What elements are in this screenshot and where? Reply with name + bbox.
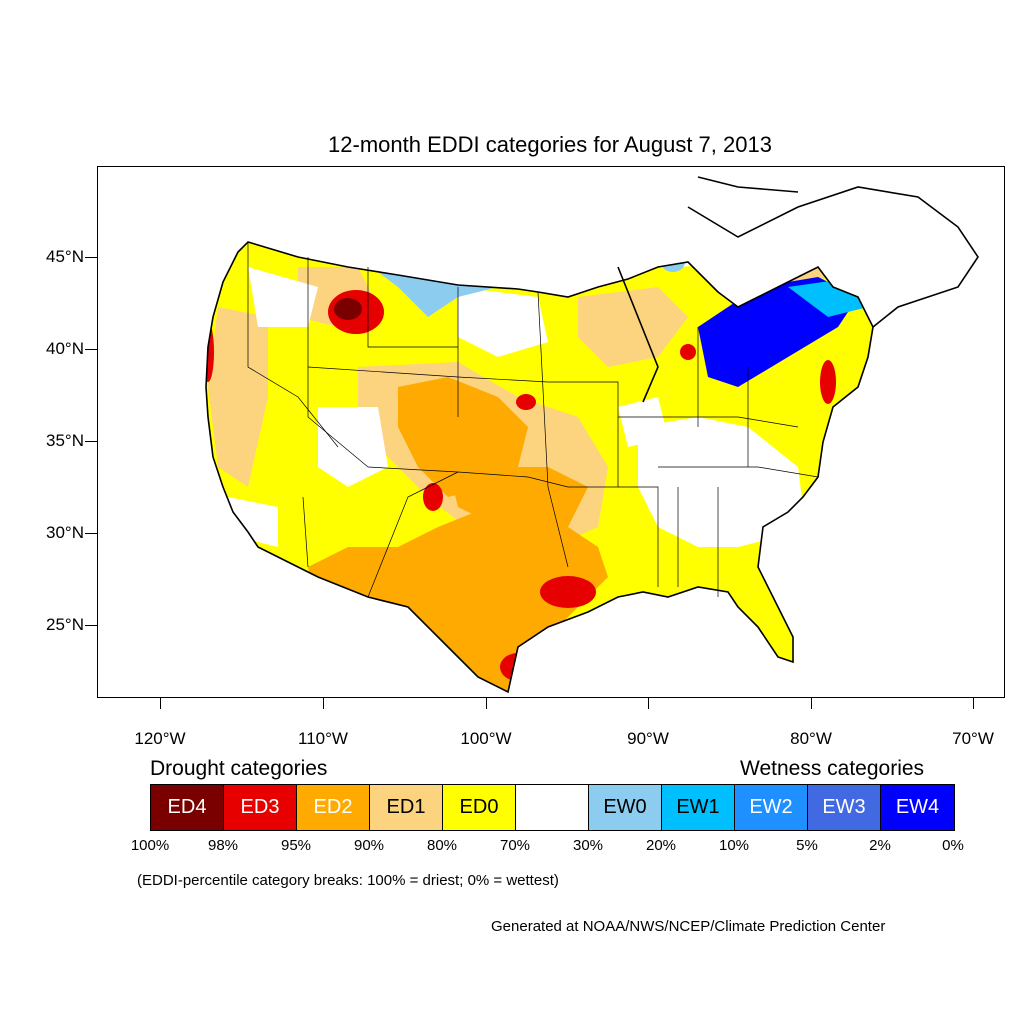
lat-tick xyxy=(85,533,97,534)
percent-break-label: 30% xyxy=(572,837,604,854)
lon-tick xyxy=(648,697,649,709)
lon-tick xyxy=(811,697,812,709)
lat-tick xyxy=(85,441,97,442)
lon-tick xyxy=(973,697,974,709)
state-borders-layer xyxy=(247,242,819,598)
lon-tick xyxy=(323,697,324,709)
lat-label-25n: 25°N xyxy=(46,615,84,634)
lat-tick xyxy=(85,257,97,258)
percent-break-label: 95% xyxy=(280,837,312,854)
legend-cell-ew4: EW4 xyxy=(881,785,954,830)
legend-cell-ew1: EW1 xyxy=(662,785,735,830)
conus-eddi-map xyxy=(205,176,979,694)
lon-label-90w: 90°W xyxy=(627,729,669,748)
legend-cell-ed3: ED3 xyxy=(224,785,297,830)
lon-label-120w: 120°W xyxy=(134,729,186,748)
percent-break-label: 98% xyxy=(207,837,239,854)
legend-cell-ed4: ED4 xyxy=(151,785,224,830)
percent-break-label: 5% xyxy=(796,837,818,854)
lon-tick xyxy=(160,697,161,709)
lon-label-100w: 100°W xyxy=(460,729,512,748)
credit-line: Generated at NOAA/NWS/NCEP/Climate Predi… xyxy=(491,918,886,935)
lon-label-70w: 70°W xyxy=(952,729,994,748)
lat-tick xyxy=(85,625,97,626)
legend-cell-ew2: EW2 xyxy=(735,785,808,830)
percent-break-label: 20% xyxy=(645,837,677,854)
percent-break-label: 100% xyxy=(130,837,170,854)
legend-cell-ed1: ED1 xyxy=(370,785,443,830)
lon-tick xyxy=(486,697,487,709)
map-panel xyxy=(97,166,1005,698)
category-legend: ED4 ED3 ED2 ED1 ED0 EW0 EW1 EW2 EW3 EW4 xyxy=(150,784,955,831)
percent-break-label: 2% xyxy=(869,837,891,854)
eddi-fill-layer xyxy=(206,242,873,692)
percent-break-label: 90% xyxy=(353,837,385,854)
percent-break-label: 0% xyxy=(942,837,964,854)
lon-label-80w: 80°W xyxy=(790,729,832,748)
legend-cell-ew0: EW0 xyxy=(589,785,662,830)
lat-label-45n: 45°N xyxy=(46,247,84,266)
lat-tick xyxy=(85,349,97,350)
legend-cell-neutral xyxy=(516,785,589,830)
drought-heading: Drought categories xyxy=(150,757,328,780)
percent-break-label: 80% xyxy=(426,837,458,854)
lat-label-40n: 40°N xyxy=(46,339,84,358)
lat-label-30n: 30°N xyxy=(46,523,84,542)
legend-cell-ed0: ED0 xyxy=(443,785,516,830)
legend-cell-ed2: ED2 xyxy=(297,785,370,830)
percent-break-label: 10% xyxy=(718,837,750,854)
chart-title: 12-month EDDI categories for August 7, 2… xyxy=(328,132,772,157)
wetness-heading: Wetness categories xyxy=(740,757,925,780)
category-note: (EDDI-percentile category breaks: 100% =… xyxy=(137,872,559,889)
lon-label-110w: 110°W xyxy=(298,729,348,748)
legend-cell-ew3: EW3 xyxy=(808,785,881,830)
coastline-layer xyxy=(205,176,979,694)
lat-label-35n: 35°N xyxy=(46,431,84,450)
percent-break-label: 70% xyxy=(499,837,531,854)
